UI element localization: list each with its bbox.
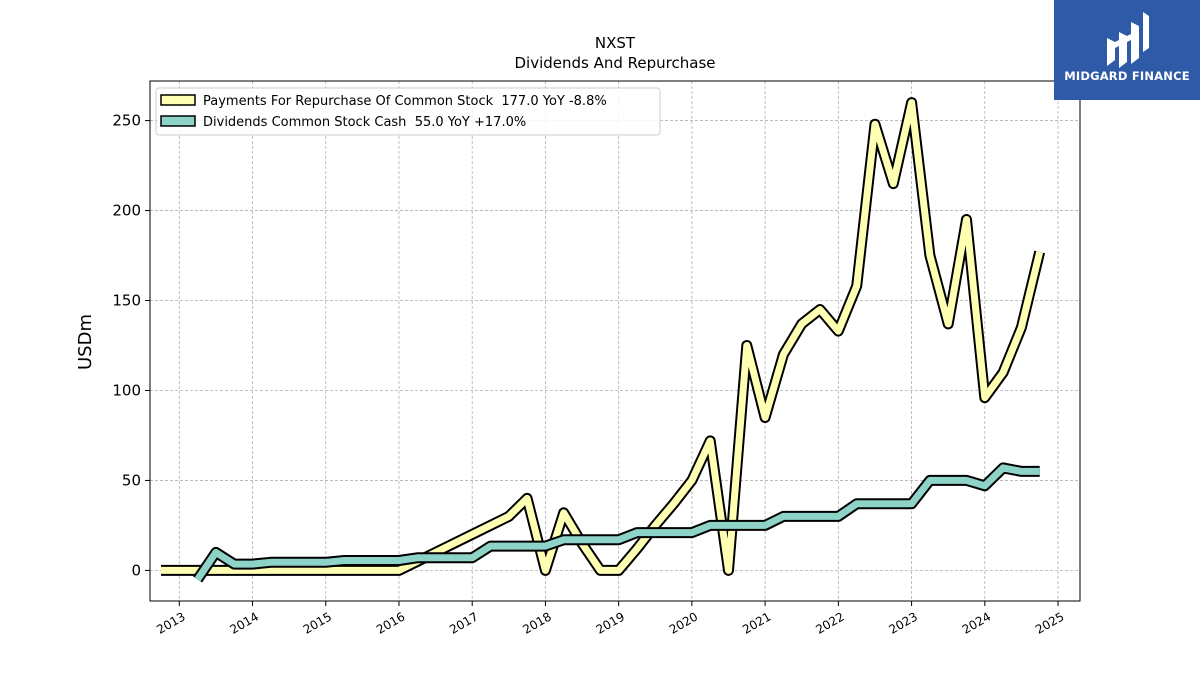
x-tick-label: 2013 xyxy=(154,609,187,636)
y-axis-label: USDm xyxy=(75,314,96,370)
x-tick-label: 2022 xyxy=(813,609,846,636)
legend-swatch-dividends xyxy=(160,115,196,127)
x-tick-label: 2025 xyxy=(1033,609,1066,636)
y-tick-label: 250 xyxy=(112,112,141,130)
x-tick-label: 2020 xyxy=(667,609,700,636)
legend-box xyxy=(155,87,661,136)
x-tick-label: 2023 xyxy=(887,609,920,636)
legend-label-repurchase: Payments For Repurchase Of Common Stock … xyxy=(203,94,607,109)
y-tick-label: 50 xyxy=(122,471,141,489)
x-tick-label: 2015 xyxy=(301,609,334,636)
x-tick-label: 2018 xyxy=(520,609,553,636)
x-tick-label: 2014 xyxy=(227,609,260,636)
x-tick-label: 2016 xyxy=(374,609,407,636)
legend-label-dividends: Dividends Common Stock Cash 55.0 YoY +17… xyxy=(203,115,526,130)
y-tick-label: 0 xyxy=(131,561,141,579)
x-tick-label: 2024 xyxy=(960,609,993,636)
y-tick-label: 100 xyxy=(112,381,141,399)
chart-subtitle: Dividends And Repurchase xyxy=(514,54,715,72)
legend-swatch-repurchase xyxy=(160,94,196,106)
series-line-repurchase xyxy=(161,99,1044,574)
y-tick-label: 200 xyxy=(112,202,141,220)
chart-title: NXST xyxy=(595,34,636,52)
grid-lines xyxy=(150,81,1080,601)
series-layer xyxy=(161,97,1046,583)
brand-name: MIDGARD FINANCE xyxy=(1064,69,1190,83)
y-tick-label: 150 xyxy=(112,292,141,310)
brand-logo: MIDGARD FINANCE xyxy=(1054,0,1200,100)
plot-frame xyxy=(149,80,1081,602)
midgard-logo-icon xyxy=(1107,12,1149,68)
x-tick-label: 2017 xyxy=(447,609,480,636)
series-line-dividends xyxy=(194,464,1040,582)
y-axis: 0 50 100 150 200 250 xyxy=(112,112,150,579)
x-tick-label: 2021 xyxy=(740,609,773,636)
legend: Payments For Repurchase Of Common Stock … xyxy=(155,87,661,136)
x-tick-label: 2019 xyxy=(594,609,627,636)
x-axis: 2013 2014 2015 2016 2017 2018 2019 2020 2021 2022… xyxy=(154,601,1066,637)
